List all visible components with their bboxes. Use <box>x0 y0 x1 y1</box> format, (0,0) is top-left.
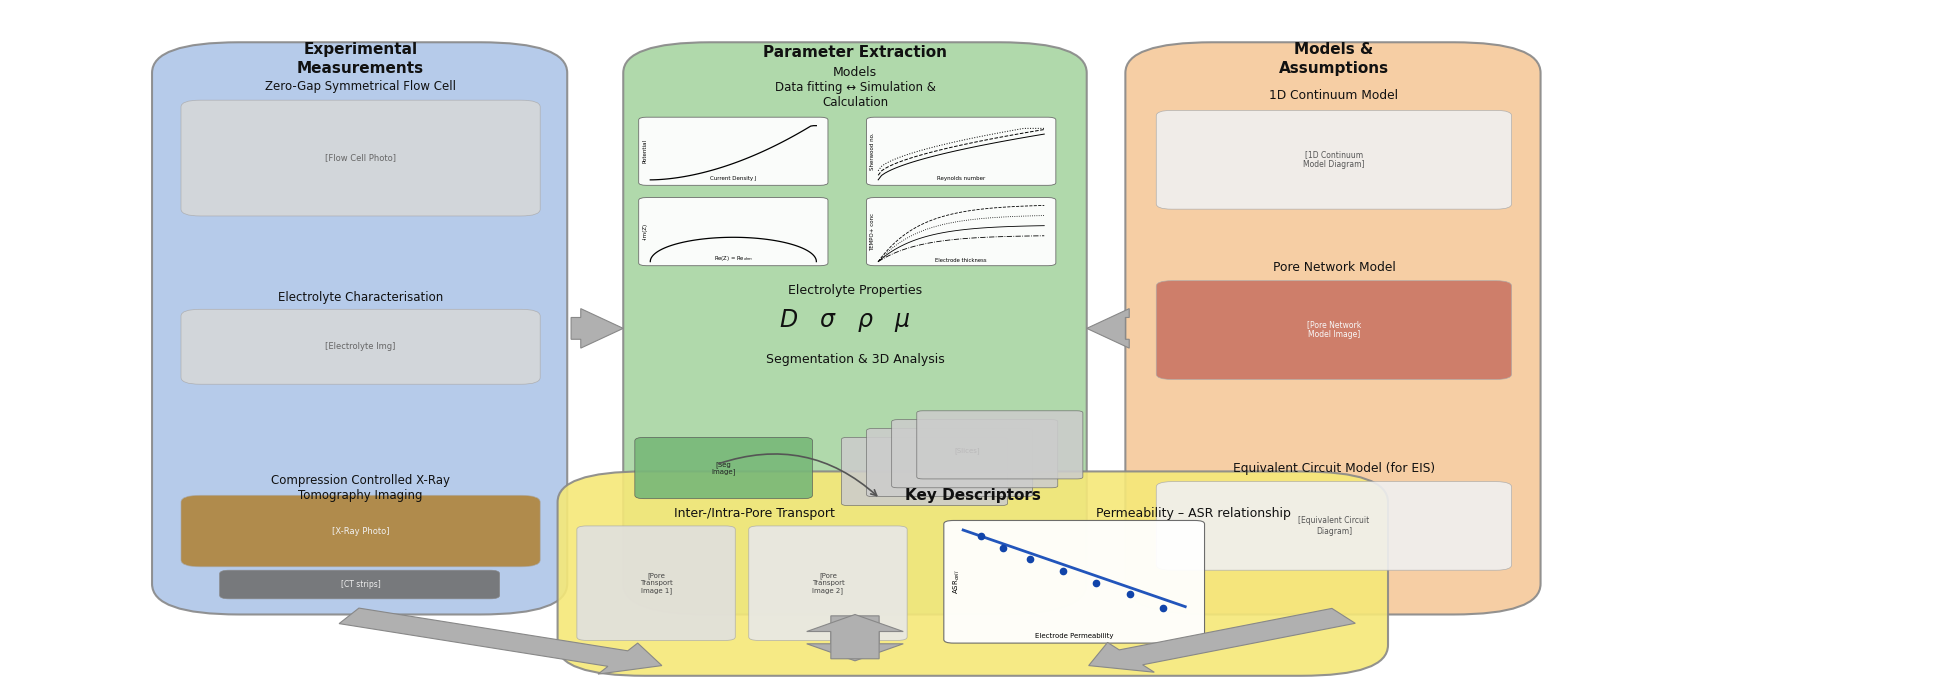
Text: Electrolyte Characterisation: Electrolyte Characterisation <box>278 291 443 304</box>
Text: Models &
Assumptions: Models & Assumptions <box>1278 42 1389 77</box>
FancyBboxPatch shape <box>153 42 567 614</box>
FancyBboxPatch shape <box>557 471 1389 676</box>
FancyBboxPatch shape <box>944 521 1205 643</box>
FancyArrow shape <box>571 308 623 348</box>
Text: Experimental
Measurements: Experimental Measurements <box>298 42 424 77</box>
Text: Sherwood no.: Sherwood no. <box>870 133 876 170</box>
FancyBboxPatch shape <box>182 100 540 216</box>
Text: ASR$_{cell}$: ASR$_{cell}$ <box>952 570 961 594</box>
FancyBboxPatch shape <box>866 428 1033 497</box>
Text: [Flow Cell Photo]: [Flow Cell Photo] <box>325 154 396 163</box>
Text: Inter-/Intra-Pore Transport: Inter-/Intra-Pore Transport <box>675 507 835 520</box>
Text: Segmentation & 3D Analysis: Segmentation & 3D Analysis <box>766 352 944 365</box>
Text: Electrode Permeability: Electrode Permeability <box>1035 633 1114 639</box>
FancyBboxPatch shape <box>634 437 812 499</box>
FancyArrow shape <box>1089 608 1356 672</box>
FancyBboxPatch shape <box>623 42 1087 614</box>
FancyBboxPatch shape <box>866 198 1056 265</box>
FancyBboxPatch shape <box>220 570 499 598</box>
Text: [1D Continuum
Model Diagram]: [1D Continuum Model Diagram] <box>1304 150 1365 169</box>
FancyBboxPatch shape <box>1157 280 1512 380</box>
FancyBboxPatch shape <box>182 495 540 567</box>
Text: Models: Models <box>834 66 876 79</box>
Text: Equivalent Circuit Model (for EIS): Equivalent Circuit Model (for EIS) <box>1232 462 1435 475</box>
Text: [CT strips]: [CT strips] <box>340 580 381 589</box>
Text: Re(Z) = Re$_{ohm}$: Re(Z) = Re$_{ohm}$ <box>714 254 752 263</box>
Text: [Slices]: [Slices] <box>953 447 981 453</box>
FancyBboxPatch shape <box>182 309 540 384</box>
Text: $D$   $\sigma$   $\rho$   $\mu$: $D$ $\sigma$ $\rho$ $\mu$ <box>779 306 911 334</box>
FancyBboxPatch shape <box>1157 482 1512 570</box>
FancyArrow shape <box>806 614 903 659</box>
FancyBboxPatch shape <box>638 117 828 185</box>
FancyArrow shape <box>1087 308 1129 348</box>
FancyBboxPatch shape <box>866 117 1056 185</box>
Text: Zero-Gap Symmetrical Flow Cell: Zero-Gap Symmetrical Flow Cell <box>265 80 456 93</box>
FancyBboxPatch shape <box>576 526 735 640</box>
Text: [Equivalent Circuit
Diagram]: [Equivalent Circuit Diagram] <box>1298 516 1369 536</box>
Text: TEMPO+ conc: TEMPO+ conc <box>870 213 876 251</box>
FancyBboxPatch shape <box>892 420 1058 488</box>
FancyBboxPatch shape <box>1157 110 1512 209</box>
Text: -Im(Z): -Im(Z) <box>642 223 648 240</box>
Text: [Pore
Transport
Image 2]: [Pore Transport Image 2] <box>812 573 845 594</box>
FancyBboxPatch shape <box>841 437 1008 505</box>
Text: Electrode thickness: Electrode thickness <box>936 258 986 263</box>
FancyBboxPatch shape <box>1126 42 1541 614</box>
Text: Parameter Extraction: Parameter Extraction <box>764 45 948 60</box>
Text: Potential: Potential <box>642 140 648 163</box>
Text: Key Descriptors: Key Descriptors <box>905 488 1040 503</box>
FancyArrow shape <box>806 616 903 661</box>
Text: Electrolyte Properties: Electrolyte Properties <box>787 285 923 298</box>
Text: Permeability – ASR relationship: Permeability – ASR relationship <box>1095 507 1290 520</box>
Text: [Electrolyte Img]: [Electrolyte Img] <box>325 342 396 352</box>
FancyBboxPatch shape <box>917 411 1083 479</box>
Text: [Pore Network
Model Image]: [Pore Network Model Image] <box>1307 320 1362 339</box>
Text: [Seg
Image]: [Seg Image] <box>712 461 735 475</box>
FancyBboxPatch shape <box>748 526 907 640</box>
Text: [Pore
Transport
Image 1]: [Pore Transport Image 1] <box>640 573 673 594</box>
Text: Pore Network Model: Pore Network Model <box>1273 261 1394 274</box>
Text: Data fitting ↔ Simulation &
Calculation: Data fitting ↔ Simulation & Calculation <box>774 81 936 109</box>
FancyArrow shape <box>338 608 661 674</box>
FancyBboxPatch shape <box>638 198 828 265</box>
Text: [X-Ray Photo]: [X-Ray Photo] <box>333 527 389 536</box>
Text: Compression Controlled X-Ray
Tomography Imaging: Compression Controlled X-Ray Tomography … <box>271 475 451 503</box>
Text: 1D Continuum Model: 1D Continuum Model <box>1269 89 1398 102</box>
Text: Reynolds number: Reynolds number <box>938 176 984 181</box>
Text: Current Density J: Current Density J <box>710 176 756 181</box>
